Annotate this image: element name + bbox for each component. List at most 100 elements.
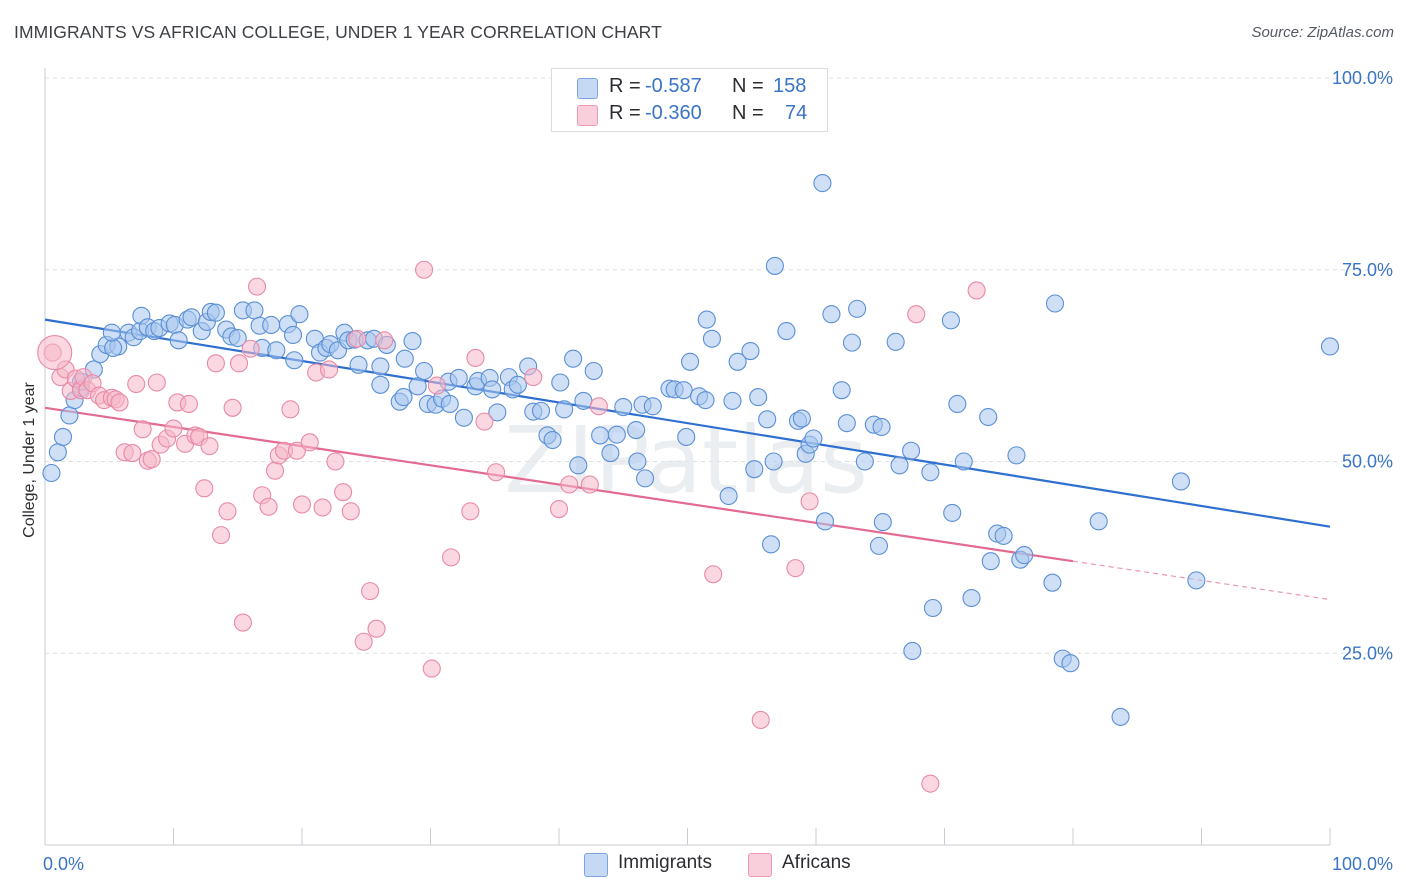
point-africans: [442, 548, 461, 567]
point-immigrants: [245, 301, 264, 320]
point-africans: [247, 277, 267, 296]
point-africans: [921, 774, 940, 793]
point-immigrants: [764, 452, 783, 471]
legend-label-immigrants: Immigrants: [618, 852, 712, 873]
point-immigrants: [962, 588, 981, 608]
legend-r-label: R =: [609, 102, 641, 124]
point-immigrants: [483, 380, 502, 399]
point-immigrants: [607, 425, 626, 444]
point-africans: [229, 354, 249, 373]
point-immigrants: [415, 361, 434, 381]
point-immigrants: [643, 397, 662, 416]
point-immigrants: [584, 361, 603, 381]
point-africans: [164, 419, 183, 438]
point-immigrants: [564, 349, 583, 368]
point-immigrants: [749, 388, 768, 407]
x-tick-label: 100.0%: [1332, 854, 1393, 874]
point-africans: [589, 397, 608, 416]
point-africans: [422, 659, 441, 678]
point-immigrants: [628, 452, 647, 471]
point-immigrants: [1045, 294, 1065, 313]
point-africans: [37, 335, 73, 371]
point-immigrants: [1015, 546, 1034, 565]
point-immigrants: [815, 512, 835, 531]
point-africans: [259, 497, 278, 516]
legend-n-value: 158: [773, 75, 807, 97]
point-africans: [800, 492, 819, 511]
point-africans: [265, 461, 285, 480]
point-immigrants: [921, 463, 940, 482]
point-immigrants: [890, 456, 909, 475]
point-africans: [233, 613, 252, 632]
point-africans: [354, 632, 373, 651]
point-immigrants: [408, 377, 427, 396]
point-africans: [313, 498, 332, 517]
legend-swatch-immigrants: [584, 853, 608, 877]
source-label: Source: ZipAtlas.com: [1251, 24, 1394, 41]
point-immigrants: [948, 394, 967, 414]
point-africans: [475, 412, 494, 431]
point-immigrants: [169, 331, 188, 350]
point-africans: [110, 393, 129, 412]
point-immigrants: [627, 421, 646, 440]
point-africans: [361, 582, 380, 601]
point-immigrants: [349, 355, 368, 374]
y-axis-label: College, Under 1 year: [21, 382, 38, 538]
point-immigrants: [674, 381, 693, 400]
point-immigrants: [677, 427, 696, 447]
point-immigrants: [1320, 337, 1340, 356]
point-immigrants: [371, 375, 390, 394]
point-immigrants: [848, 299, 867, 318]
point-africans: [580, 475, 599, 494]
point-immigrants: [636, 469, 655, 488]
point-immigrants: [1043, 573, 1062, 592]
point-immigrants: [574, 391, 593, 410]
point-africans: [524, 368, 543, 387]
point-africans: [223, 398, 242, 417]
point-immigrants: [981, 552, 1000, 571]
point-africans: [348, 329, 367, 348]
point-immigrants: [42, 463, 61, 483]
point-immigrants: [697, 310, 716, 329]
point-africans: [549, 500, 569, 519]
point-immigrants: [954, 452, 973, 471]
point-africans: [334, 483, 353, 502]
point-africans: [123, 444, 142, 463]
point-immigrants: [943, 503, 962, 522]
point-immigrants: [395, 349, 414, 368]
legend-label-africans: Africans: [782, 852, 851, 873]
point-immigrants: [60, 406, 79, 425]
point-immigrants: [543, 430, 562, 450]
point-immigrants: [869, 536, 889, 555]
point-immigrants: [719, 486, 738, 506]
y-tick-label: 100.0%: [1332, 68, 1393, 88]
point-africans: [319, 360, 339, 379]
point-africans: [907, 305, 926, 324]
point-immigrants: [285, 351, 304, 370]
point-immigrants: [837, 414, 856, 433]
point-africans: [427, 376, 446, 395]
point-africans: [326, 452, 345, 471]
point-immigrants: [813, 174, 832, 193]
point-immigrants: [454, 408, 473, 427]
point-immigrants: [1007, 446, 1026, 465]
legend-r-value: -0.360: [645, 102, 702, 124]
point-immigrants: [941, 311, 960, 330]
point-immigrants: [723, 391, 742, 410]
point-immigrants: [728, 352, 747, 371]
point-africans: [206, 354, 225, 373]
point-africans: [300, 433, 319, 452]
point-immigrants: [886, 332, 905, 351]
point-africans: [461, 502, 480, 521]
point-immigrants: [102, 323, 121, 342]
point-immigrants: [440, 394, 459, 414]
point-immigrants: [1187, 571, 1206, 590]
point-immigrants: [1089, 512, 1108, 531]
point-immigrants: [758, 410, 777, 429]
point-immigrants: [873, 513, 892, 532]
point-africans: [967, 281, 986, 300]
point-immigrants: [842, 333, 862, 352]
point-immigrants: [614, 397, 633, 417]
point-immigrants: [104, 338, 123, 358]
